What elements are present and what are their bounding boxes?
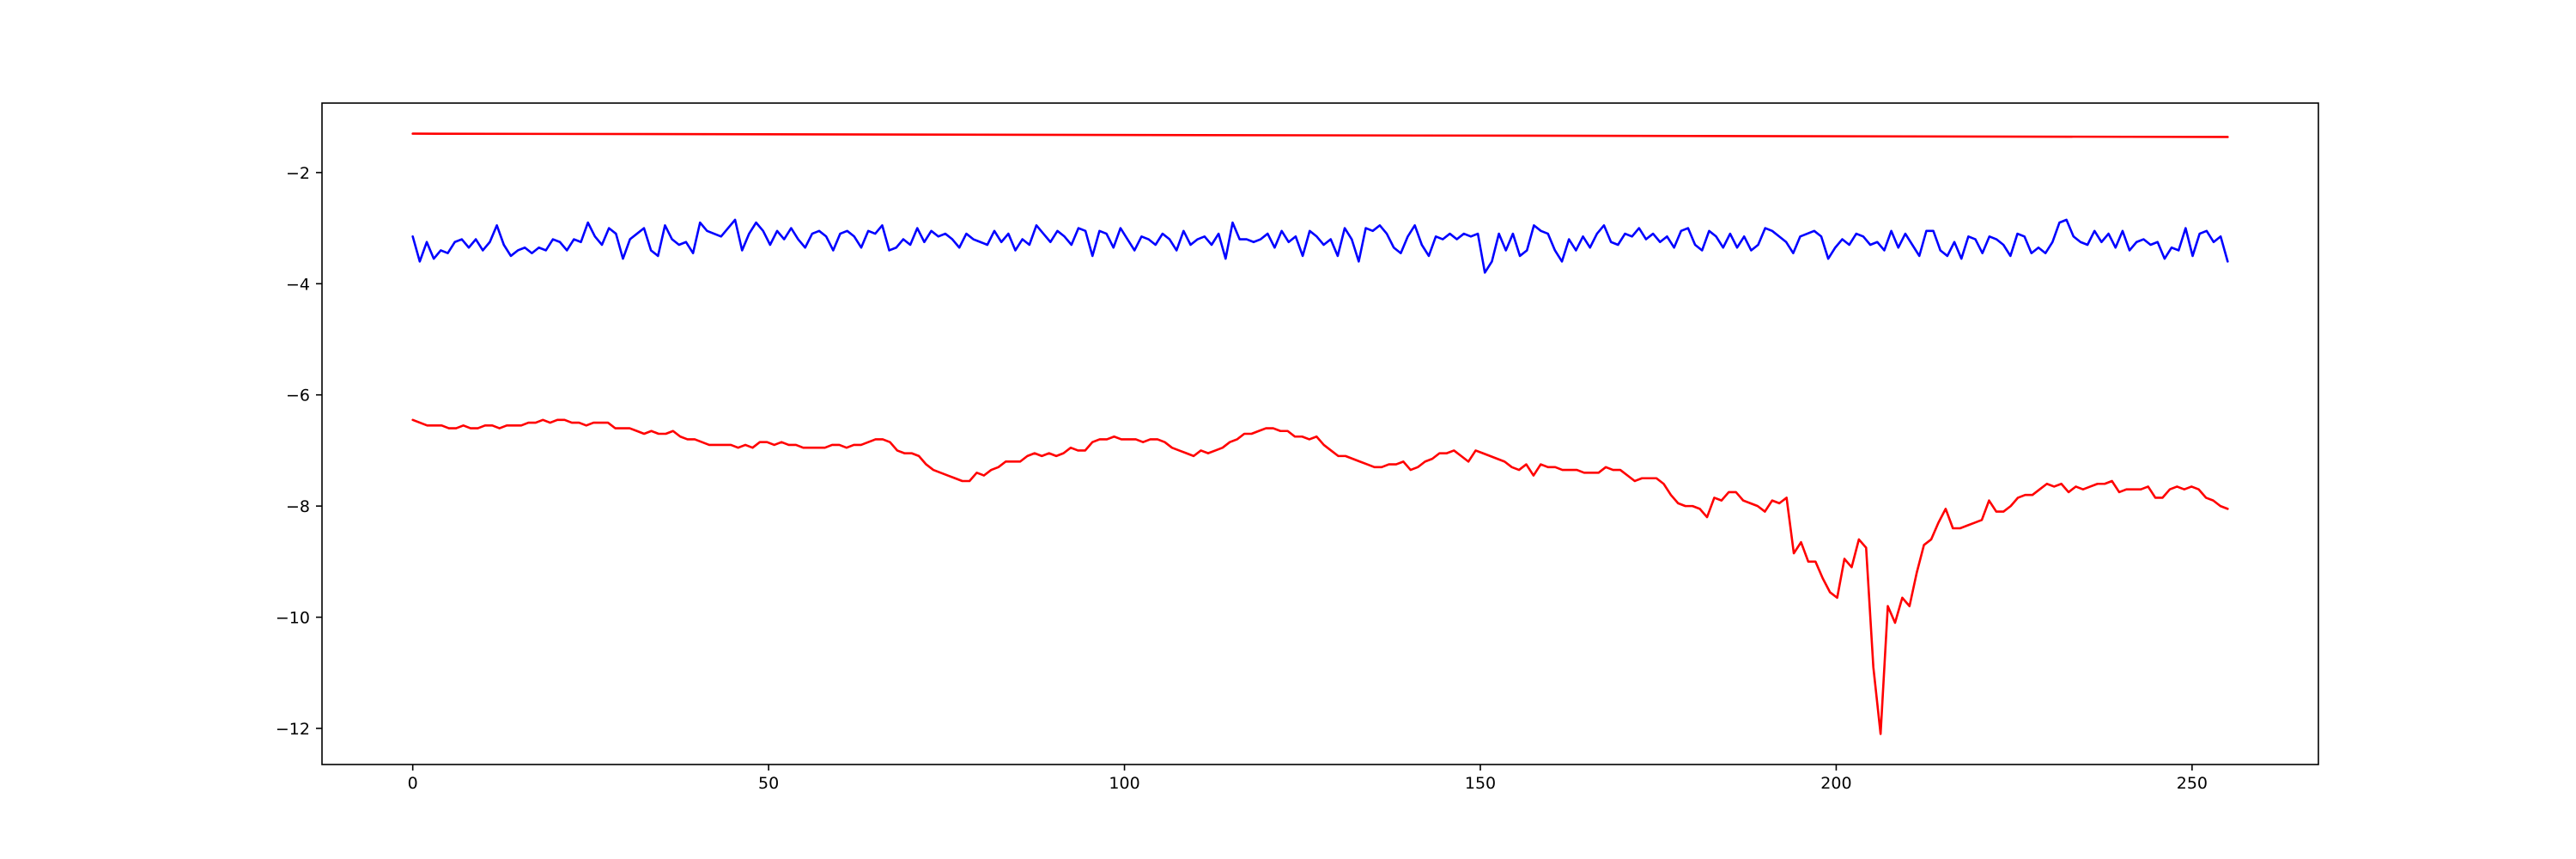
y-tick-label: −4 — [286, 275, 310, 294]
x-tick-label: 50 — [758, 774, 779, 793]
series-line-1 — [411, 132, 2229, 138]
y-tick-label: −6 — [286, 387, 310, 405]
y-tick-label: −12 — [276, 720, 310, 739]
x-tick-label: 0 — [408, 774, 418, 793]
series-line-3 — [411, 418, 2229, 735]
x-tick-label: 150 — [1465, 774, 1496, 793]
y-tick-label: −8 — [286, 497, 310, 516]
x-tick-label: 200 — [1820, 774, 1851, 793]
series-line-2 — [411, 218, 2229, 274]
y-tick-label: −2 — [286, 164, 310, 183]
y-tick-label: −10 — [276, 609, 310, 628]
x-tick-label: 100 — [1109, 774, 1139, 793]
x-tick-label: 250 — [2177, 774, 2208, 793]
series-layer — [411, 132, 2229, 735]
axes-layer: 0 50 100 150 200 250 −2 −4 −6 −8 −10 −12 — [276, 164, 2208, 793]
plot-frame — [321, 102, 2319, 765]
